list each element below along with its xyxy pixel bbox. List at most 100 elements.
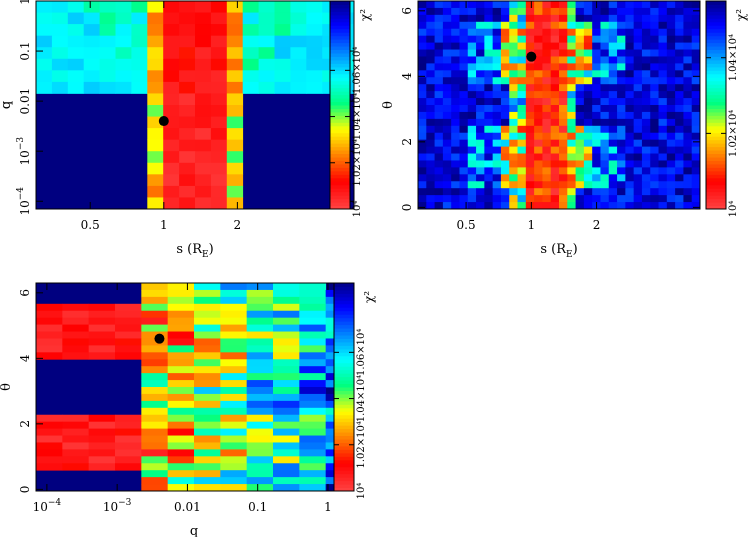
heatmap-cell xyxy=(163,1,180,13)
heatmap-cell xyxy=(418,7,427,16)
heatmap-cell xyxy=(167,449,195,457)
heatmap-cell xyxy=(517,202,527,210)
colorbar-segment xyxy=(334,307,354,312)
heatmap-cell xyxy=(691,42,701,50)
heatmap-cell xyxy=(434,42,444,50)
heatmap-cell xyxy=(246,359,274,367)
heatmap-cell xyxy=(492,125,502,134)
heatmap-cell xyxy=(418,56,427,64)
heatmap-cell xyxy=(542,132,552,141)
colorbar-segment xyxy=(330,118,350,123)
colorbar-segment xyxy=(330,59,350,64)
heatmap-cell xyxy=(517,42,527,50)
heatmap-cell xyxy=(691,146,701,154)
colorbar-segment xyxy=(706,136,726,141)
heatmap-cell xyxy=(467,188,477,196)
colorbar-tick-label: 1.04×10⁴ xyxy=(356,375,367,422)
heatmap-cell xyxy=(242,81,259,94)
heatmap-cell xyxy=(115,338,142,346)
heatmap-cell xyxy=(220,366,248,374)
heatmap-cell xyxy=(658,195,668,203)
heatmap-cell xyxy=(559,105,568,113)
heatmap-cell xyxy=(220,463,248,471)
heatmap-cell xyxy=(141,345,169,353)
heatmap-cell xyxy=(500,195,510,203)
heatmap-cell xyxy=(517,28,527,37)
heatmap-cell xyxy=(600,125,610,134)
heatmap-cell xyxy=(459,111,469,120)
heatmap-cell xyxy=(650,188,659,196)
colorbar-segment xyxy=(706,191,726,196)
heatmap-cell xyxy=(666,70,676,78)
y-tick-label: 10−3 xyxy=(16,137,32,166)
heatmap-cell xyxy=(559,174,568,182)
heatmap-cell xyxy=(617,153,626,161)
heatmap-cell xyxy=(226,47,244,60)
heatmap-cell xyxy=(633,160,643,168)
heatmap-cell xyxy=(617,14,626,23)
heatmap-cells xyxy=(418,1,701,210)
heatmap-cell xyxy=(608,1,618,9)
heatmap-cell xyxy=(525,125,535,134)
heatmap-cell xyxy=(210,139,228,152)
x-tick-label: 2 xyxy=(234,218,242,232)
heatmap-cell xyxy=(476,35,485,43)
heatmap-cell xyxy=(163,162,180,175)
x-axis-label: q xyxy=(190,524,198,537)
heatmap-cell xyxy=(36,463,63,471)
heatmap-cell xyxy=(633,7,643,16)
heatmap-cell xyxy=(194,421,221,429)
heatmap-cell xyxy=(666,111,676,120)
heatmap-cell xyxy=(534,167,543,175)
colorbar-segment xyxy=(330,139,350,144)
heatmap-cell xyxy=(62,310,90,319)
heatmap-cell xyxy=(141,296,169,305)
heatmap-cell xyxy=(115,345,142,353)
heatmap-cell xyxy=(525,70,535,78)
heatmap-cell xyxy=(167,456,195,464)
heatmap-cell xyxy=(141,283,169,291)
heatmap-cell xyxy=(625,146,635,154)
heatmap-cell xyxy=(220,338,248,346)
heatmap-cell xyxy=(195,197,212,210)
heatmap-cell xyxy=(147,105,164,117)
colorbar-segment xyxy=(330,195,350,200)
heatmap-cell xyxy=(484,202,494,210)
heatmap-cell xyxy=(484,14,494,23)
heatmap-cell xyxy=(36,1,53,13)
heatmap-cell xyxy=(517,132,527,141)
heatmap-cell xyxy=(194,484,221,492)
heatmap-cell xyxy=(476,42,485,50)
heatmap-cell xyxy=(492,91,502,99)
heatmap-cell xyxy=(517,153,527,161)
heatmap-cell xyxy=(426,91,435,99)
heatmap-cell xyxy=(683,146,693,154)
heatmap-cell xyxy=(592,153,601,161)
heatmap-cell xyxy=(115,317,142,325)
heatmap-cell xyxy=(517,146,527,154)
colorbar-segment xyxy=(706,108,726,113)
heatmap-cell xyxy=(115,463,142,471)
heatmap-cell xyxy=(220,289,248,298)
heatmap-cell xyxy=(306,1,323,13)
colorbar-segment xyxy=(334,328,354,333)
heatmap-cell xyxy=(683,63,693,71)
heatmap-cell xyxy=(273,380,300,388)
colorbar-segment xyxy=(706,11,726,16)
heatmap-cell xyxy=(534,14,543,23)
heatmap-cell xyxy=(459,195,469,203)
heatmap-cell xyxy=(675,35,684,43)
heatmap-cell xyxy=(517,195,527,203)
heatmap-cell xyxy=(299,456,327,464)
heatmap-cell xyxy=(426,160,435,168)
heatmap-cell xyxy=(592,174,601,182)
heatmap-cell xyxy=(290,1,307,13)
heatmap-cell xyxy=(163,174,180,187)
colorbar-segment xyxy=(334,359,354,364)
heatmap-cell xyxy=(550,195,560,203)
heatmap-cell xyxy=(509,146,518,154)
heatmap-cell xyxy=(683,105,693,113)
heatmap-cell xyxy=(633,125,643,134)
heatmap-cell xyxy=(141,373,169,381)
heatmap-cell xyxy=(534,105,543,113)
